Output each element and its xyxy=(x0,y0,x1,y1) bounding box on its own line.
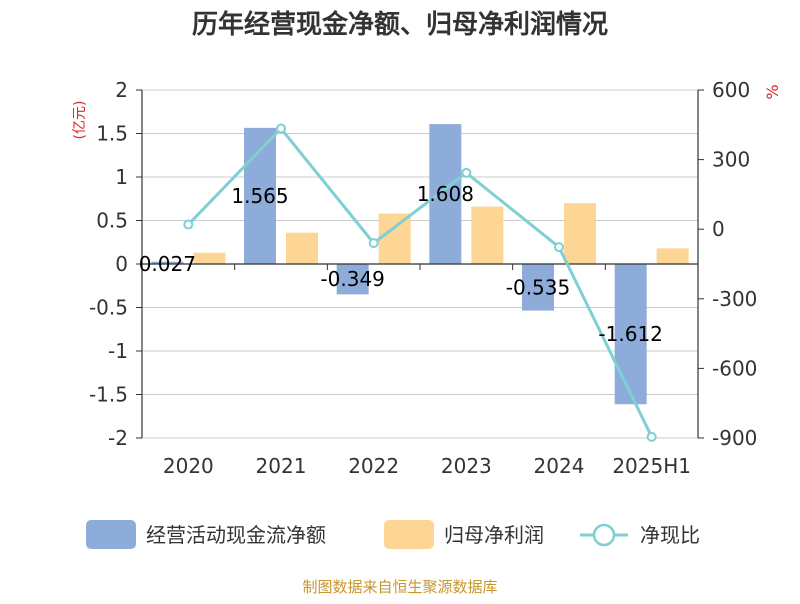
y-left-tick-label: -1.5 xyxy=(89,383,128,407)
source-note: 制图数据来自恒生聚源数据库 xyxy=(302,578,497,596)
y-right-tick-label: -900 xyxy=(712,426,757,450)
chart-title: 历年经营现金净额、归母净利润情况 xyxy=(192,9,608,40)
bar-net-profit xyxy=(564,203,596,264)
y-left-tick-label: -2 xyxy=(108,426,128,450)
legend: 经营活动现金流净额 归母净利润 净现比 xyxy=(86,520,700,549)
line-point xyxy=(368,238,379,249)
bar-net-profit xyxy=(656,248,689,264)
legend-label: 经营活动现金流净额 xyxy=(146,523,326,547)
y-right-tick-label: -600 xyxy=(712,356,757,380)
y-right-tick-label: 0 xyxy=(712,217,725,241)
x-tick-label: 2025H1 xyxy=(612,454,691,478)
y-left-tick-label: -1 xyxy=(108,339,128,363)
y-right-tick-label: 300 xyxy=(712,148,750,172)
line-point xyxy=(183,219,194,230)
bar-net-profit xyxy=(193,252,226,264)
bar-value-label: 1.565 xyxy=(231,184,288,208)
bar-value-label: -0.535 xyxy=(506,275,570,299)
line-layer xyxy=(183,123,657,442)
legend-label: 净现比 xyxy=(640,523,700,547)
bar-net-profit xyxy=(286,232,318,264)
axis-layer: 2 1.5 1 0.5 0 -0.5 -1 -1.5 -2 600 300 0 -300 -600 -900… xyxy=(89,78,757,478)
x-tick-label: 2023 xyxy=(441,454,492,478)
label-layer: 0.027 1.565 -0.349 1.608 -0.535 -1.612 xyxy=(139,182,663,346)
y-right-tick-label: -300 xyxy=(712,287,757,311)
y-right-unit: % xyxy=(763,84,782,99)
y-left-unit: (亿元) xyxy=(72,101,88,140)
y-left-tick-label: 1 xyxy=(115,165,128,189)
legend-marker xyxy=(592,523,616,547)
bar-operating-cash xyxy=(336,264,369,295)
bar-net-profit xyxy=(471,206,504,264)
legend-swatch xyxy=(384,520,434,549)
y-left-tick-label: 1.5 xyxy=(96,122,128,146)
legend-swatch xyxy=(86,520,136,549)
line-point xyxy=(554,242,564,253)
bar-layer xyxy=(151,124,689,405)
legend-item: 净现比 xyxy=(580,523,700,547)
y-right-tick-label: 600 xyxy=(712,78,750,102)
bar-net-profit xyxy=(378,213,411,264)
bar-value-label: -1.612 xyxy=(598,322,662,346)
bar-value-label: -0.349 xyxy=(320,267,384,291)
legend-item: 经营活动现金流净额 xyxy=(86,520,326,549)
y-left-tick-label: 2 xyxy=(115,78,128,102)
line-point xyxy=(276,123,286,134)
legend-item: 归母净利润 xyxy=(384,520,544,549)
bar-value-label: 0.027 xyxy=(139,252,196,276)
x-tick-label: 2024 xyxy=(534,454,585,478)
x-tick-label: 2022 xyxy=(348,454,399,478)
y-left-tick-label: -0.5 xyxy=(89,296,128,320)
bar-operating-cash xyxy=(151,261,184,264)
x-tick-label: 2021 xyxy=(256,454,307,478)
bar-value-label: 1.608 xyxy=(417,182,474,206)
bar-operating-cash xyxy=(522,264,554,311)
line-point xyxy=(461,167,472,178)
x-tick-label: 2020 xyxy=(163,454,214,478)
line-net-cash-ratio xyxy=(187,127,654,438)
y-left-tick-label: 0 xyxy=(115,252,128,276)
bar-operating-cash xyxy=(429,124,462,264)
line-point xyxy=(646,431,657,442)
bar-operating-cash xyxy=(614,264,647,405)
legend-label: 归母净利润 xyxy=(444,523,544,547)
y-left-tick-label: 0.5 xyxy=(96,209,128,233)
